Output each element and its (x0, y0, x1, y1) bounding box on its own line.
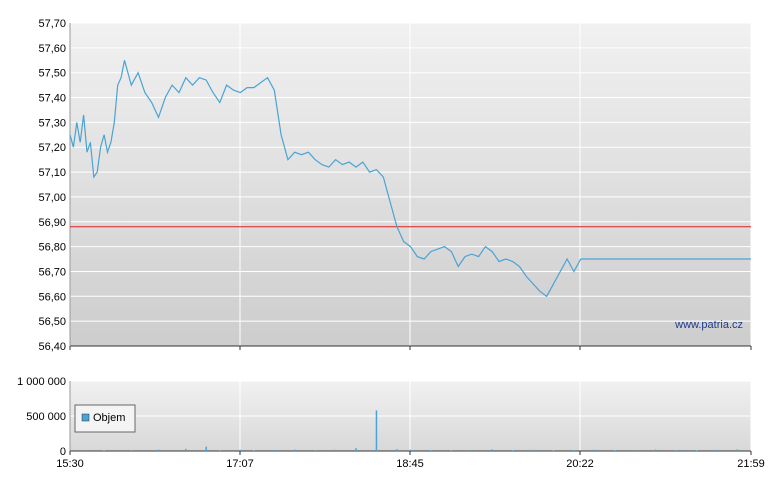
price-y-tick: 56,50 (38, 316, 66, 328)
x-tick-label: 18:45 (396, 458, 424, 470)
price-series-line (69, 60, 751, 298)
volume-y-tick: 500 000 (26, 411, 66, 423)
price-y-tick: 57,50 (38, 68, 66, 80)
x-tick-label: 21:59 (737, 458, 765, 470)
legend-label: Objem (93, 412, 125, 424)
price-y-tick: 57,70 (38, 18, 66, 30)
legend: Objem (74, 404, 136, 433)
price-y-tick: 56,60 (38, 291, 66, 303)
price-y-tick: 57,00 (38, 192, 66, 204)
x-tick-label: 20:22 (566, 458, 594, 470)
price-y-tick: 57,30 (38, 117, 66, 129)
watermark: www.patria.cz (674, 319, 743, 331)
x-tick-label: 17:07 (226, 458, 254, 470)
price-y-tick: 56,80 (38, 242, 66, 254)
price-y-tick: 57,20 (38, 142, 66, 154)
price-y-tick: 57,10 (38, 167, 66, 179)
volume-bars (82, 410, 739, 451)
volume-y-tick: 0 (60, 446, 66, 458)
price-y-tick: 56,40 (38, 341, 66, 353)
volume-y-tick: 1 000 000 (17, 376, 66, 388)
x-tick-labels: 15:30 17:07 18:45 20:22 21:59 (56, 451, 765, 470)
legend-swatch (81, 413, 90, 422)
price-y-tick: 56,70 (38, 266, 66, 278)
price-y-tick: 57,60 (38, 43, 66, 55)
price-panel: 57,70 57,60 57,50 57,40 57,30 57,20 57,10 57,00… (38, 18, 752, 353)
volume-y-tick-labels: 1 000 000 500 000 0 (17, 376, 66, 458)
price-y-tick: 57,40 (38, 93, 66, 105)
price-y-tick: 56,90 (38, 217, 66, 229)
x-tick-label: 15:30 (56, 458, 84, 470)
volume-panel: 1 000 000 500 000 0 Objem 15:30 17:07 18:45 2… (17, 376, 765, 470)
price-y-tick-labels: 57,70 57,60 57,50 57,40 57,30 57,20 57,10 57,00… (38, 18, 66, 353)
